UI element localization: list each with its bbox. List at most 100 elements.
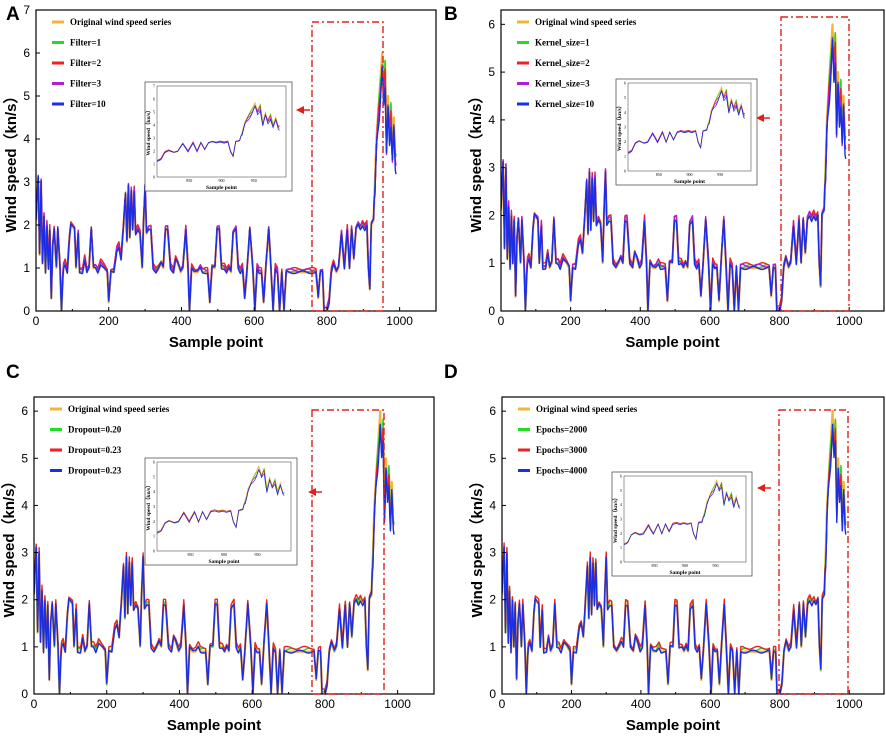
inset-y-tick: 6 [153, 97, 155, 102]
x-tick-label: 400 [169, 697, 189, 711]
inset-plot: 850 900 950 0 1 2 3 4 5 6 7 Sample point Wind speed（… [144, 81, 293, 192]
inset-y-tick: 3 [153, 136, 155, 141]
inset-x-tick: 950 [717, 172, 723, 177]
y-tick-label: 1 [488, 256, 495, 270]
axes-frame [35, 9, 437, 312]
inset-axes [156, 85, 287, 178]
y-tick-label: 7 [23, 3, 30, 17]
inset-plot: 850 900 950 0 1 2 3 4 5 6 Sample point Wind speed（k… [611, 471, 753, 577]
legend-entry: Filter=3 [70, 79, 102, 89]
inset-series-line [627, 89, 746, 154]
inset-y-tick: 6 [624, 81, 626, 86]
inset-y-label: Wind speed（kn/s） [611, 495, 619, 543]
inset-y-tick: 1 [153, 534, 155, 539]
inset-series-line [156, 105, 280, 162]
legend-entry: Filter=1 [70, 38, 102, 48]
series-lines [34, 410, 395, 694]
inset-axes [156, 461, 292, 552]
y-tick-label: 6 [489, 404, 496, 418]
inset-y-tick: 1 [620, 545, 622, 550]
inset-x-tick: 850 [652, 563, 658, 568]
y-axis-label: Wind speed（kn/s） [468, 473, 486, 617]
legend-entry: Original wind speed series [70, 17, 172, 27]
inset-plot: 850 900 950 0 1 2 3 4 5 6 Sample point Wind speed（k… [144, 457, 298, 566]
inset-y-tick: 0 [620, 560, 622, 565]
legend-entry: Epochs=4000 [536, 466, 588, 476]
y-axis-label: Wind speed（kn/s） [2, 88, 20, 232]
y-tick-label: 0 [21, 687, 28, 701]
inset-y-tick: 3 [620, 517, 622, 522]
y-tick-label: 4 [488, 113, 495, 127]
y-tick-label: 2 [23, 218, 30, 232]
legend-entry: Epochs=2000 [536, 425, 588, 435]
y-tick-label: 3 [488, 161, 495, 175]
legend-entry: Kernel_size=3 [535, 79, 590, 89]
legend-entry: Filter=2 [70, 58, 102, 68]
y-tick-label: 5 [21, 451, 28, 465]
inset-y-tick: 7 [153, 84, 155, 89]
inset-series-line [156, 468, 285, 534]
y-tick-label: 1 [21, 640, 28, 654]
x-tick-label: 1000 [386, 314, 413, 328]
x-tick-label: 600 [244, 314, 264, 328]
panel-letter: B [444, 4, 458, 25]
legend-entry: Original wind speed series [536, 404, 638, 414]
series-lines [36, 51, 397, 311]
inset-y-label: Wind speed（kn/s） [615, 103, 623, 151]
y-tick-label: 3 [21, 546, 28, 560]
x-tick-label: 1000 [836, 314, 863, 328]
inset-x-label: Sample point [206, 185, 237, 191]
inset-x-label: Sample point [669, 570, 700, 576]
axes-frame [500, 9, 885, 312]
y-tick-label: 5 [489, 451, 496, 465]
series-lines [502, 410, 847, 694]
y-tick-label: 6 [23, 46, 30, 60]
inset-y-label: Wind speed（kn/s） [144, 482, 152, 530]
y-tick-label: 2 [489, 593, 496, 607]
arrow-head [296, 106, 304, 114]
inset-x-tick: 850 [188, 552, 194, 557]
inset-series-line [623, 482, 741, 546]
x-tick-label: 0 [31, 697, 38, 711]
inset-y-label: Wind speed（kn/s） [144, 107, 152, 155]
inset-y-tick: 6 [620, 474, 622, 479]
inset-y-tick: 2 [153, 149, 155, 154]
inset-y-tick: 5 [620, 488, 622, 493]
x-tick-label: 800 [770, 314, 790, 328]
y-tick-label: 5 [23, 89, 30, 103]
x-tick-label: 1000 [384, 697, 411, 711]
legend-entry: Original wind speed series [535, 17, 637, 27]
inset-y-tick: 4 [153, 489, 155, 494]
x-tick-label: 600 [700, 697, 720, 711]
axes-frame [501, 396, 885, 695]
x-tick-label: 600 [242, 697, 262, 711]
y-tick-label: 4 [23, 132, 30, 146]
x-tick-label: 200 [561, 697, 581, 711]
x-tick-label: 0 [498, 314, 505, 328]
panel-d: D 0 200 400 600 800 1000 0 1 2 3 4 5 6 Sample point Win… [444, 362, 885, 734]
legend-entry: Epochs=3000 [536, 445, 588, 455]
y-tick-label: 6 [21, 404, 28, 418]
y-axis-label: Wind speed（kn/s） [467, 88, 485, 232]
panel-a: A 0 200 400 600 800 1000 0 1 2 3 4 5 6 7 Sample point Wi… [2, 3, 437, 351]
series-line-3 [502, 423, 847, 694]
series-line-4 [501, 39, 847, 311]
inset-y-tick: 2 [620, 531, 622, 536]
y-tick-label: 0 [488, 304, 495, 318]
legend-entry: Kernel_size=2 [535, 58, 590, 68]
y-tick-label: 6 [488, 17, 495, 31]
inset-series-line [623, 482, 740, 545]
highlight-box [311, 409, 385, 695]
legend-entry: Original wind speed series [68, 404, 170, 414]
y-tick-label: 3 [489, 546, 496, 560]
y-axis-label: Wind speed（kn/s） [0, 473, 18, 617]
inset-y-tick: 6 [153, 460, 155, 465]
inset-x-tick: 900 [221, 552, 227, 557]
y-tick-label: 2 [488, 208, 495, 222]
series-line-3 [34, 423, 395, 694]
inset-x-tick: 850 [186, 178, 192, 183]
y-tick-label: 3 [23, 175, 30, 189]
y-tick-label: 2 [21, 593, 28, 607]
inset-y-tick: 0 [624, 169, 626, 174]
x-tick-label: 400 [630, 314, 650, 328]
